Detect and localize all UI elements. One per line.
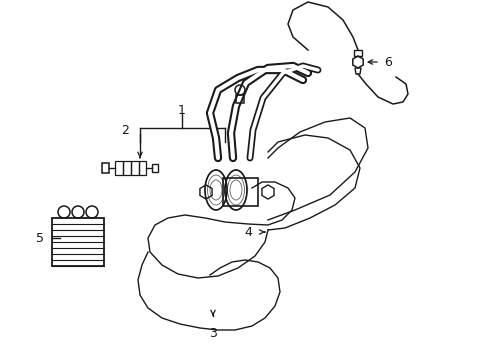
- Text: 3: 3: [209, 327, 217, 340]
- Text: 2: 2: [121, 123, 129, 136]
- Text: 4: 4: [244, 225, 252, 238]
- Text: 6: 6: [384, 55, 392, 68]
- Text: 1: 1: [178, 104, 186, 117]
- Text: 5: 5: [36, 231, 44, 244]
